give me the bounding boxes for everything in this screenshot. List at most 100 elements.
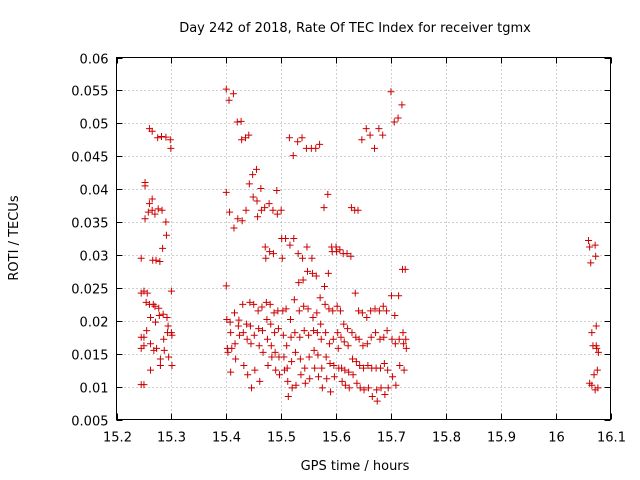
data-point xyxy=(265,200,273,208)
y-tick-label: 0.035 xyxy=(71,217,108,232)
data-point xyxy=(327,388,335,396)
data-point xyxy=(262,298,270,306)
data-point xyxy=(155,304,163,312)
data-point xyxy=(351,289,359,297)
data-point xyxy=(263,335,271,343)
data-point xyxy=(316,294,324,302)
data-point xyxy=(231,309,239,317)
data-point xyxy=(379,302,387,310)
data-point xyxy=(295,307,303,315)
data-point xyxy=(259,348,267,356)
data-point xyxy=(141,182,149,190)
data-point xyxy=(394,114,402,122)
grid-lines xyxy=(116,57,611,420)
data-point xyxy=(228,344,236,352)
data-point xyxy=(301,364,309,372)
data-point xyxy=(140,333,148,341)
data-point xyxy=(395,335,403,343)
data-point xyxy=(353,379,361,387)
data-point xyxy=(156,258,164,266)
data-point xyxy=(329,335,337,343)
data-point xyxy=(163,313,171,321)
y-tick-label: 0.005 xyxy=(71,415,108,430)
data-point xyxy=(280,353,288,361)
data-point xyxy=(588,381,596,389)
data-point xyxy=(356,384,364,392)
data-point xyxy=(248,384,256,392)
data-point xyxy=(358,309,366,317)
data-point xyxy=(282,305,290,313)
data-point xyxy=(261,204,269,212)
data-point xyxy=(332,243,340,251)
data-point xyxy=(593,366,601,374)
data-point xyxy=(239,300,247,308)
data-point xyxy=(358,136,366,144)
data-point xyxy=(151,210,159,218)
data-point xyxy=(364,362,372,370)
data-point xyxy=(251,366,259,374)
data-point xyxy=(308,269,316,277)
data-point xyxy=(300,302,308,310)
data-point xyxy=(279,331,287,339)
data-point xyxy=(245,131,253,139)
data-point xyxy=(257,184,265,192)
data-point xyxy=(141,215,149,223)
data-point xyxy=(290,235,298,242)
data-point xyxy=(324,269,332,277)
data-point xyxy=(400,366,408,374)
data-point xyxy=(249,171,257,179)
x-tick-label: 16.1 xyxy=(597,431,626,446)
data-point xyxy=(249,193,257,201)
data-point xyxy=(383,307,391,315)
data-point xyxy=(343,250,351,258)
data-point xyxy=(590,371,598,379)
data-point xyxy=(246,322,254,330)
data-point xyxy=(238,136,246,144)
data-point xyxy=(359,342,367,350)
data-point xyxy=(144,208,152,216)
y-tick-label: 0.02 xyxy=(80,316,109,331)
data-point xyxy=(368,392,376,400)
data-point xyxy=(355,335,363,343)
data-point xyxy=(338,377,346,385)
data-point xyxy=(147,340,155,348)
data-point xyxy=(147,313,155,321)
y-tick-label: 0.04 xyxy=(80,184,109,199)
data-point xyxy=(151,318,159,326)
data-point xyxy=(592,342,600,350)
data-point xyxy=(321,300,329,308)
data-point xyxy=(325,340,333,348)
data-point xyxy=(375,125,383,133)
data-point xyxy=(168,362,176,370)
data-point xyxy=(354,206,362,214)
data-point xyxy=(240,362,248,370)
x-tick-label: 15.4 xyxy=(212,431,241,446)
data-point xyxy=(245,180,253,188)
data-point xyxy=(263,315,271,323)
data-point xyxy=(345,368,353,376)
data-point xyxy=(294,138,302,146)
data-point xyxy=(285,134,293,142)
data-point xyxy=(143,327,151,335)
x-tick-label: 15.2 xyxy=(103,431,132,446)
data-point xyxy=(252,165,260,173)
data-point xyxy=(298,134,306,142)
data-point xyxy=(309,313,317,321)
data-point xyxy=(379,131,387,139)
plot-frame xyxy=(116,57,611,420)
data-point xyxy=(323,375,331,383)
y-tick-label: 0.05 xyxy=(80,118,109,133)
data-point xyxy=(276,371,284,379)
data-point xyxy=(271,348,279,356)
data-point xyxy=(380,333,388,341)
data-point xyxy=(370,144,378,152)
data-point xyxy=(400,340,408,348)
data-point xyxy=(320,204,328,212)
data-point xyxy=(255,325,263,333)
data-point xyxy=(148,195,156,203)
data-point xyxy=(235,316,243,324)
data-point xyxy=(295,279,303,287)
data-point xyxy=(250,300,258,308)
data-point xyxy=(313,329,321,337)
data-point xyxy=(254,213,262,221)
